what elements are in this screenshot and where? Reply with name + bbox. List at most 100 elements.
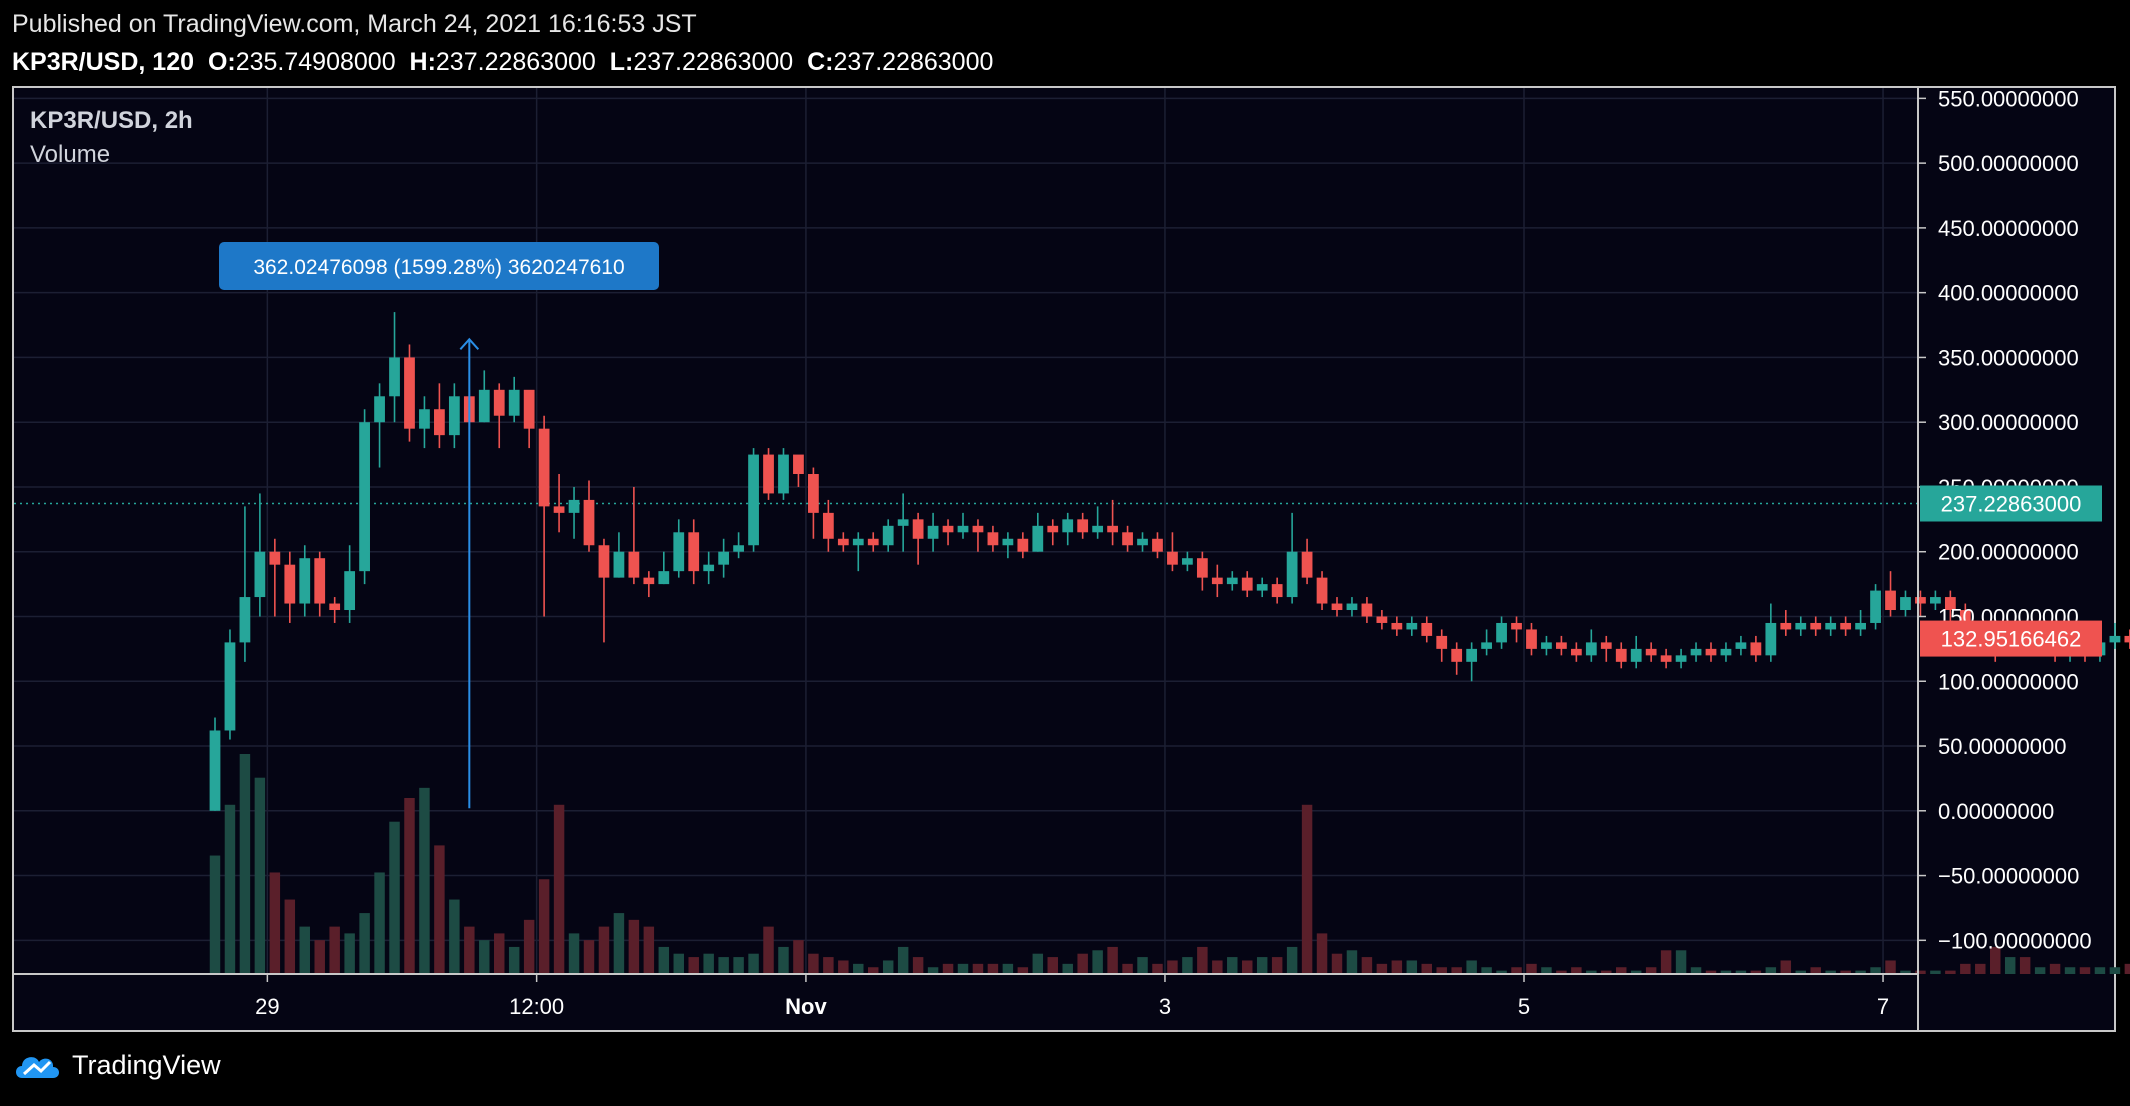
- candle-body: [224, 642, 236, 731]
- candle-body: [1615, 648, 1627, 662]
- y-tick-label: 300.00000000: [1938, 410, 2079, 435]
- candle-body: [972, 525, 984, 533]
- volume-bar: [1945, 970, 1956, 974]
- price-tag-label: 237.22863000: [1941, 492, 2082, 517]
- candle-body: [1795, 622, 1807, 630]
- volume-bar: [912, 957, 924, 974]
- volume-bar: [972, 963, 984, 974]
- candle-body: [1735, 642, 1747, 649]
- volume-bar: [1242, 960, 1253, 974]
- volume-bar: [1286, 946, 1298, 974]
- candle-body: [239, 597, 251, 643]
- volume-bar: [1152, 963, 1163, 974]
- candle-body: [733, 545, 744, 552]
- volume-bar: [838, 960, 849, 974]
- candle-body: [1870, 590, 1881, 623]
- symbol-interval: KP3R/USD, 120: [12, 48, 195, 76]
- low-value: 237.22863000: [633, 48, 794, 76]
- volume-bar: [1810, 967, 1821, 974]
- volume-bar: [553, 804, 565, 974]
- volume-bar: [1271, 957, 1283, 974]
- volume-bar: [1361, 957, 1373, 974]
- price-axis: 550.00000000 500.00000000 450.00000000 400.…: [1918, 86, 2092, 953]
- candle-body: [1196, 558, 1208, 578]
- candle-body: [643, 577, 655, 585]
- candle-body: [897, 519, 909, 526]
- candle-body: [1585, 642, 1597, 656]
- x-tick-label: Nov: [785, 994, 827, 1019]
- candle-body: [1376, 616, 1388, 623]
- low-label: L:: [609, 48, 634, 76]
- candle-body: [209, 730, 221, 811]
- volume-bar: [1526, 963, 1537, 974]
- volume-bar: [1735, 970, 1747, 974]
- volume-bar: [1182, 957, 1193, 974]
- candle-body: [688, 532, 700, 572]
- volume-bar: [1960, 963, 1971, 974]
- volume-bar: [224, 804, 236, 974]
- candle-body: [478, 389, 490, 423]
- candle-body: [1167, 551, 1178, 565]
- volume-bar: [598, 926, 610, 974]
- candle-body: [673, 532, 685, 572]
- candle-body: [329, 603, 341, 611]
- candle-body: [1271, 584, 1283, 598]
- volume-bar: [523, 919, 535, 974]
- volume-bar: [538, 879, 550, 974]
- candle-body: [1765, 622, 1777, 656]
- x-tick-label: 29: [255, 994, 279, 1019]
- candle-body: [374, 396, 385, 423]
- volume-bar: [1780, 960, 1792, 974]
- volume-bar: [1107, 946, 1118, 974]
- legend-symbol: KP3R/USD, 2h: [30, 107, 193, 134]
- candle-body: [1182, 558, 1193, 565]
- volume-bar: [1077, 953, 1088, 974]
- candle-body: [957, 525, 969, 533]
- candle-body: [628, 551, 640, 578]
- y-tick-label: 200.00000000: [1938, 540, 2079, 565]
- candle-body: [1137, 538, 1148, 546]
- candle-body: [1959, 610, 1971, 630]
- candle-body: [299, 558, 311, 604]
- y-tick-label: 500.00000000: [1938, 151, 2079, 176]
- volume-bar: [1990, 946, 2001, 974]
- footer-brand[interactable]: TradingView: [12, 1048, 221, 1082]
- volume-bar: [1750, 970, 1762, 974]
- volume-bar: [1466, 960, 1477, 974]
- volume-bar: [1885, 960, 1896, 974]
- candle-body: [553, 506, 565, 513]
- volume-bar: [1032, 953, 1044, 974]
- high-label: H:: [409, 48, 436, 76]
- candle-body: [1256, 584, 1268, 591]
- candle-body: [1840, 622, 1852, 630]
- candle-body: [867, 538, 879, 546]
- volume-bar: [344, 933, 355, 974]
- volume-bar: [688, 957, 699, 974]
- candle-body: [1092, 525, 1104, 533]
- volume-bar: [568, 933, 580, 974]
- volume-bar: [508, 946, 520, 974]
- candle-body: [748, 454, 759, 546]
- volume-bar: [2034, 967, 2046, 974]
- volume-bar: [1765, 967, 1777, 974]
- volume-bar: [628, 919, 640, 974]
- open-label: O:: [207, 48, 236, 76]
- volume-bar: [957, 963, 969, 974]
- volume-bar: [1137, 957, 1148, 974]
- volume-bar: [748, 953, 759, 974]
- candle-body: [837, 538, 849, 546]
- candle-body: [1301, 551, 1313, 578]
- candle-body: [284, 564, 296, 604]
- candle-body: [508, 389, 520, 416]
- candle-body: [1496, 622, 1507, 643]
- volume-bar: [1900, 970, 1911, 974]
- volume-bar: [823, 957, 834, 974]
- volume-bar: [1915, 970, 1926, 974]
- volume-bar: [1720, 970, 1732, 974]
- volume-bar: [464, 926, 475, 974]
- measure-label-box: [219, 242, 659, 290]
- high-value: 237.22863000: [435, 48, 596, 76]
- candle-body: [1017, 538, 1029, 552]
